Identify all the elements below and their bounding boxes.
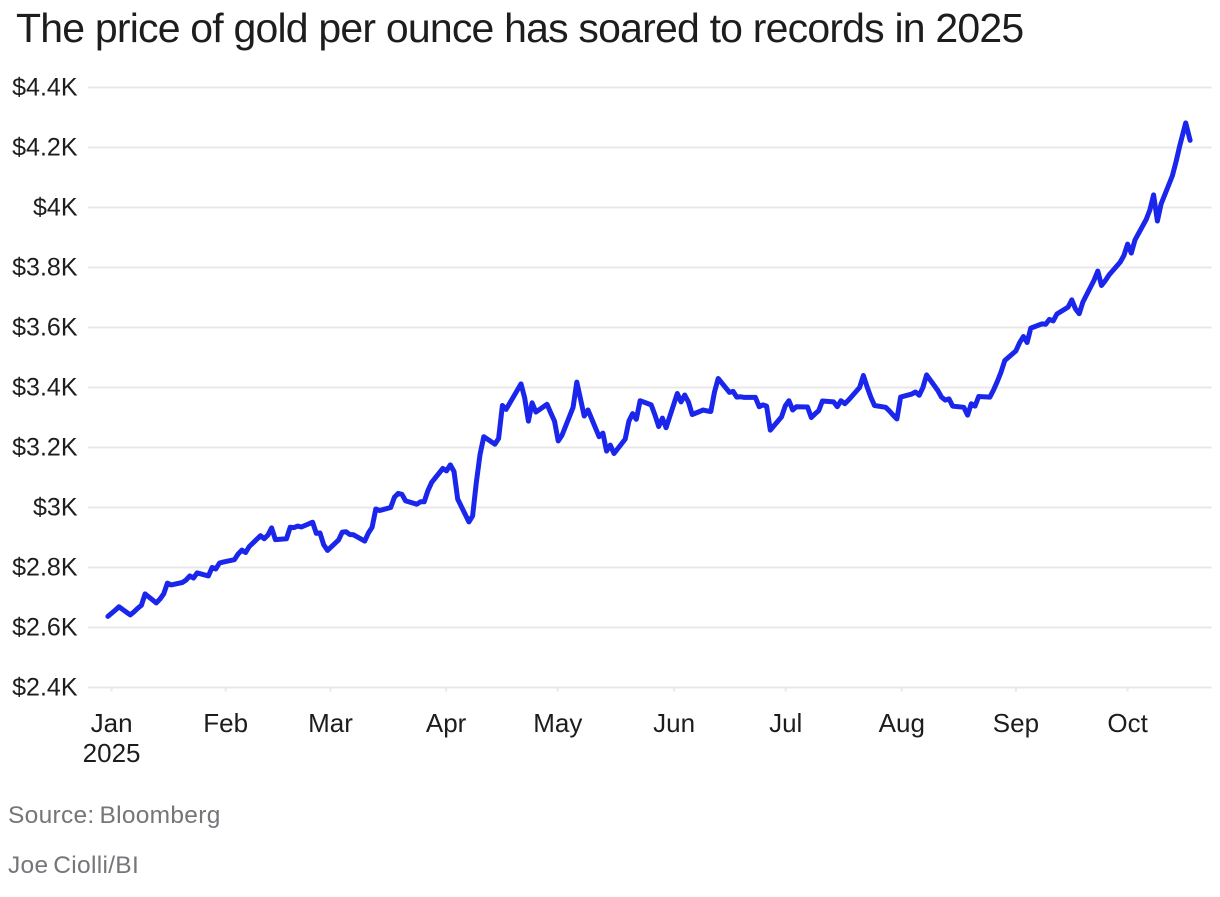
svg-text:$2.4K: $2.4K bbox=[12, 674, 78, 702]
svg-text:Jan: Jan bbox=[91, 708, 133, 738]
svg-text:$3.6K: $3.6K bbox=[12, 314, 78, 342]
svg-text:Jul: Jul bbox=[769, 708, 802, 738]
svg-text:$4K: $4K bbox=[33, 194, 78, 222]
svg-text:$4.4K: $4.4K bbox=[12, 74, 78, 102]
svg-text:$3.4K: $3.4K bbox=[12, 374, 78, 402]
svg-text:Sep: Sep bbox=[993, 708, 1039, 738]
svg-text:Feb: Feb bbox=[203, 708, 248, 738]
svg-text:Jun: Jun bbox=[653, 708, 695, 738]
svg-text:$3.2K: $3.2K bbox=[12, 434, 78, 462]
svg-text:$3K: $3K bbox=[33, 494, 78, 522]
svg-text:Mar: Mar bbox=[308, 708, 353, 738]
svg-text:Aug: Aug bbox=[879, 708, 925, 738]
svg-text:May: May bbox=[533, 708, 582, 738]
svg-text:$3.8K: $3.8K bbox=[12, 254, 78, 282]
svg-text:Apr: Apr bbox=[426, 708, 467, 738]
svg-text:$4.2K: $4.2K bbox=[12, 134, 78, 162]
svg-text:$2.8K: $2.8K bbox=[12, 554, 78, 582]
svg-text:$2.6K: $2.6K bbox=[12, 614, 78, 642]
svg-text:Oct: Oct bbox=[1107, 708, 1148, 738]
svg-text:2025: 2025 bbox=[83, 738, 141, 768]
